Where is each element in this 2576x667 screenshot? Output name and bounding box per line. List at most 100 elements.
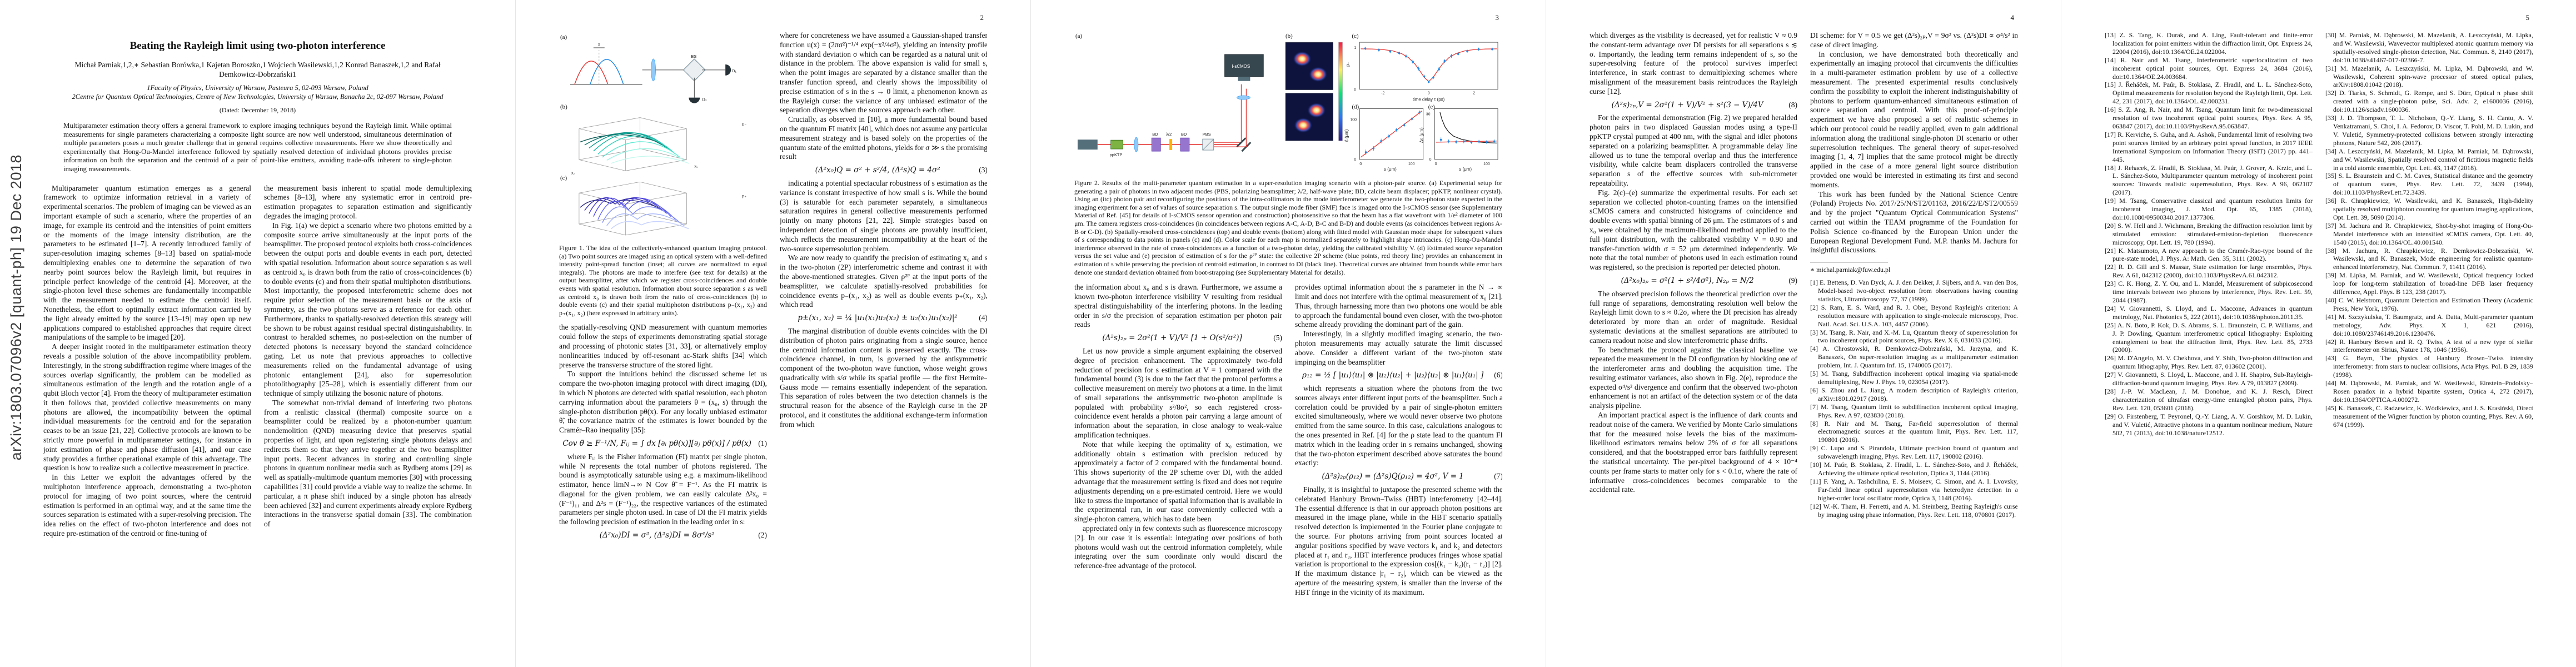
page5-references-left: [13] Z. S. Tang, K. Durak, and A. Ling, …	[2105, 31, 2313, 643]
paragraph: (Δ²s)₂ₚ = 2σ²(1 + V)/V² [1 + O(s²/σ²)] (5…	[1102, 334, 1282, 343]
reference-item: [17] R. Kerviche, S. Guha, and A. Ashok,…	[2105, 130, 2313, 163]
reference-item: [30] M. Parniak, M. Dąbrowski, M. Mazela…	[2325, 31, 2533, 64]
fig2-d-xlabel: s (μm)	[1384, 167, 1397, 172]
paragraph: which diverges as the visibility is decr…	[1590, 31, 1797, 96]
reference-item: [4] A. Chrostowski, R. Demkowicz-Dobrzań…	[1810, 345, 2017, 370]
tick-label: 100	[1483, 162, 1490, 166]
paragraph: appreciated only in few contexts such as…	[1074, 524, 1282, 570]
fig2-ppktp-label: ppKTP	[1110, 152, 1123, 157]
fig1-psf-inset: s	[570, 43, 642, 85]
paragraph: ρ₁₂ = ½ [ |u₁⟩⟨u₁| ⊗ |u₂⟩⟨u₂| + |u₂⟩⟨u₂|…	[1302, 371, 1502, 380]
paragraph: An important practical aspect is the inf…	[1590, 411, 1797, 494]
paragraph: the measurement basis inherent to spatia…	[264, 183, 472, 220]
fig1-panel-c-label: (c)	[560, 175, 567, 181]
page-number: 5	[2525, 13, 2530, 22]
fig1-detector2-label: D₂	[702, 97, 706, 102]
reference-item: [39] M. Lipka, M. Parniak, and W. Wasile…	[2325, 271, 2533, 296]
paragraph: Multiparameter quantum estimation emerge…	[43, 183, 251, 342]
fig1-separation-label: s	[598, 43, 600, 47]
reference-item: [25] A. N. Boto, P. Kok, D. S. Abrams, S…	[2105, 321, 2313, 354]
reference-item: [26] M. D'Angelo, M. V. Chekhova, and Y.…	[2105, 354, 2313, 371]
reference-item: [1] E. Bettens, D. Van Dyck, A. J. den D…	[1810, 278, 2017, 303]
paragraph: indicating a potential spectacular robus…	[780, 178, 987, 253]
fig2-colorbar	[1338, 42, 1343, 141]
fig2-c-xlabel: time delay τ (ps)	[1413, 97, 1445, 102]
fig1-pminus-label: p₋	[742, 122, 746, 127]
fig1-surface1-ridges	[580, 132, 689, 164]
paragraph: provides optimal information about the s…	[1295, 283, 1502, 329]
page2-column-right: where for concreteness we have assumed a…	[780, 31, 987, 643]
page2-left-text: the spatially-resolving QND measurement …	[559, 323, 767, 540]
page3-column-left: the information about x₀ and s is drawn.…	[1074, 283, 1282, 643]
paragraph: In Fig. 1(a) we depict a scenario where …	[264, 221, 472, 398]
fig1-pplus-label: p₊	[742, 193, 746, 198]
paragraph: Fig. 2(c)–(e) summarize the experimental…	[1590, 188, 1797, 272]
page1-column-right: the measurement basis inherent to spatia…	[264, 184, 472, 604]
reference-item: [16] S. Z. Ang, R. Nair, and M. Tsang, Q…	[2105, 106, 2313, 130]
fig2-c-ylabel: p₋	[1345, 62, 1350, 67]
fig2-plot-c	[1361, 47, 1497, 83]
reference-item: [40] C. W. Helstrom, Quantum Detection a…	[2325, 296, 2533, 312]
email-footnote: ∗ michal.parniak@fuw.edu.pl	[1810, 266, 1891, 274]
page-4: 4 which diverges as the visibility is de…	[1546, 0, 2061, 667]
page4-column-left: which diverges as the visibility is decr…	[1590, 31, 1797, 643]
paragraph: the spatially-resolving QND measurement …	[559, 323, 767, 369]
paragraph: This work has been funded by the Nationa…	[1810, 190, 2017, 255]
abstract: Multiparameter estimation theory offers …	[63, 122, 452, 173]
reference-item: [42] R. Hanbury Brown and R. Q. Twiss, A…	[2325, 337, 2533, 354]
tick-label: 0	[1354, 88, 1356, 92]
reference-item: [10] M. Paúr, B. Stoklasa, Z. Hradil, L.…	[1810, 461, 2017, 477]
paragraph: p±(x₁, x₂) = ¼ |u₁(x₁)u₂(x₂) ± u₂(x₁)u₁(…	[798, 313, 987, 323]
page4-column-right: DI scheme: for V = 0.5 we get (Δ²s)₂ₚ,V …	[1810, 31, 2017, 643]
fig2-panel-c-label: (c)	[1352, 33, 1358, 39]
reference-item: [36] R. Chrapkiewicz, W. Wasilewski, and…	[2325, 197, 2533, 221]
figure-1: (a) s	[559, 31, 767, 317]
tick-label: 0	[1429, 158, 1432, 162]
figure-2-graphic: (a) ppKTP BD λ/2 BD	[1075, 33, 1498, 172]
reference-item: [9] C. Lupo and S. Pirandola, Ultimate p…	[1810, 444, 2017, 461]
paragraph: which represents a situation where the p…	[1295, 384, 1502, 467]
fig1-x1-axis-label: x₁	[694, 165, 697, 168]
paragraph: We are now ready to quantify the precisi…	[780, 253, 987, 309]
reference-item: [33] J. D. Thompson, T. L. Nicholson, Q.…	[2325, 114, 2533, 147]
reference-item: [20] S. W. Hell and J. Wichmann, Breakin…	[2105, 221, 2313, 246]
arxiv-stamp: arXiv:1803.07096v2 [quant-ph] 19 Dec 201…	[8, 155, 24, 461]
paragraph: The marginal distribution of double even…	[780, 326, 987, 429]
paragraph: where for concreteness we have assumed a…	[780, 31, 987, 115]
page5-references-right: [30] M. Parniak, M. Dąbrowski, M. Mazela…	[2325, 31, 2533, 643]
paragraph: (Δ²s)₂ₚ,V = 2σ²(1 + V)/V² + s²(3 − V)/4V…	[1611, 100, 1797, 109]
paragraph: In this Letter we exploit the advantages…	[43, 473, 251, 538]
paragraph: Finally, it is insightful to juxtapose t…	[1295, 485, 1502, 596]
paragraph: Interestingly, in a slightly modified im…	[1295, 330, 1502, 366]
fig2-panel-e-label: (e)	[1428, 103, 1435, 110]
tick-label: 100	[1350, 118, 1357, 122]
fig1-panel-b-label: (b)	[560, 104, 567, 111]
reference-item: [34] A. Leszczyński, M. Mazelanik, M. Li…	[2325, 147, 2533, 172]
fig2-pbs-label: PBS	[1203, 132, 1211, 137]
reference-item: [23] C. K. Hong, Z. Y. Ou, and L. Mandel…	[2105, 280, 2313, 304]
paragraph: Crucially, as observed in [10], a more f…	[780, 115, 987, 161]
paragraph: the information about x₀ and s is drawn.…	[1074, 283, 1282, 329]
reference-item: [13] Z. S. Tang, K. Durak, and A. Ling, …	[2105, 31, 2313, 56]
page2-column-left: (a) s	[559, 31, 767, 643]
fig2-panel-a-label: (a)	[1075, 33, 1082, 39]
fig1-bs-label: BS	[691, 54, 696, 59]
page1-column-left: Multiparameter quantum estimation emerge…	[43, 184, 251, 604]
page3-column-right: provides optimal information about the s…	[1295, 283, 1502, 643]
tick-label: 0	[1354, 158, 1356, 162]
fig2-e-xlabel: s (μm)	[1459, 167, 1472, 172]
reference-item: [12] W.-K. Tham, H. Ferretti, and A. M. …	[1810, 502, 2017, 519]
paragraph: Let us now provide a simple argument exp…	[1074, 346, 1282, 440]
tick-label: 0	[1428, 92, 1430, 96]
paragraph: To benchmark the protocol against the cl…	[1590, 345, 1797, 410]
paragraph: To support the intuitions behind the dis…	[559, 370, 767, 435]
fig2-setup-schematic: ppKTP BD λ/2 BD PBS	[1077, 54, 1264, 157]
tick-label: 0	[1435, 162, 1437, 166]
fig1-surface1-frame	[579, 117, 687, 171]
fig1-detector1-label: D₁	[732, 68, 736, 73]
reference-item: [8] R. Nair and M. Tsang, Far-field supe…	[1810, 419, 2017, 444]
reference-item: [3] M. Tsang, R. Nair, and X.-M. Lu, Qua…	[1810, 328, 2017, 345]
fig1-beamsplitter-schematic: BS D₁ D₂	[642, 54, 737, 103]
page-number: 3	[1495, 13, 1499, 22]
